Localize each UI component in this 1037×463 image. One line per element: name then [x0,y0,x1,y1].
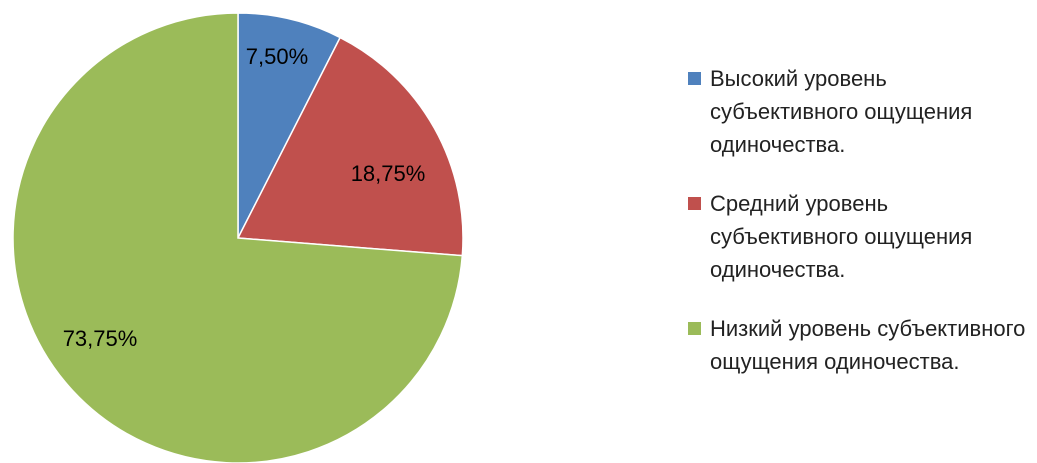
legend-item: Низкий уровень субъективного ощущения од… [688,312,1028,378]
legend-label: Низкий уровень субъективного ощущения од… [710,316,1026,374]
pie-slice [237,12,342,239]
data-label: 18,75% [351,161,426,186]
legend-item: Средний уровень субъективного ощущения о… [688,187,1028,286]
legend-swatch [688,72,701,85]
legend-swatch [688,197,701,210]
legend-item: Высокий уровень субъективного ощущения о… [688,62,1028,161]
legend-label: Средний уровень субъективного ощущения о… [710,191,973,282]
data-label: 73,75% [63,326,138,351]
legend-swatch [688,322,701,335]
pie-slice [236,36,464,257]
legend: Высокий уровень субъективного ощущения о… [688,62,1028,404]
data-label: 7,50% [246,44,308,69]
pie-slice [12,12,464,463]
legend-label: Высокий уровень субъективного ощущения о… [710,66,973,157]
